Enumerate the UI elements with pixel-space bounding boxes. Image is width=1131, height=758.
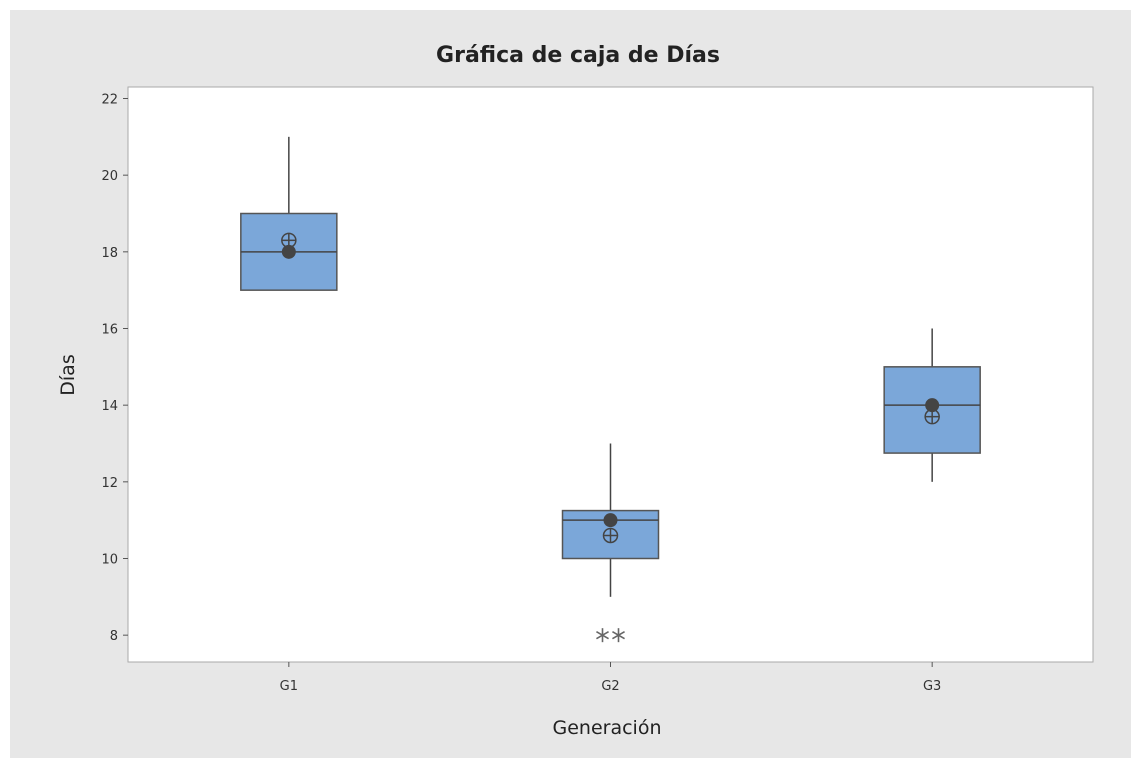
outlier-stroke xyxy=(612,630,625,640)
x-tick-label: G1 xyxy=(280,679,298,694)
y-axis-label: Días xyxy=(57,354,79,395)
median-marker xyxy=(603,513,618,528)
box-series xyxy=(240,136,981,643)
boxplot-chart: Gráfica de caja de Días 810121416182022 … xyxy=(57,43,1094,739)
y-tick-label: 18 xyxy=(101,246,118,261)
y-tick-label: 16 xyxy=(101,323,118,338)
x-tick-label: G2 xyxy=(601,679,619,694)
x-tick-label: G3 xyxy=(923,679,941,694)
box-G2 xyxy=(561,443,660,643)
x-axis: G1 G2 G3 xyxy=(280,662,941,694)
median-marker xyxy=(925,398,940,413)
y-tick-label: 10 xyxy=(101,553,118,568)
y-axis: 8 10 12 14 16 18 20 22 xyxy=(101,93,128,644)
x-axis-label: Generación xyxy=(553,717,662,739)
outlier-point xyxy=(596,628,609,643)
chart-title: Gráfica de caja de Días xyxy=(436,43,720,68)
y-tick-label: 14 xyxy=(101,399,118,414)
outlier-stroke xyxy=(596,630,609,640)
median-marker xyxy=(281,244,296,259)
y-tick-label: 20 xyxy=(101,169,118,184)
outlier-point xyxy=(612,628,625,643)
box-G1 xyxy=(240,136,338,291)
chart-figure: Gráfica de caja de Días 8 10 12 14 16 18 20 22 … xyxy=(10,10,1131,758)
y-tick-label: 22 xyxy=(101,93,118,108)
y-tick-label: 12 xyxy=(101,476,118,491)
y-tick-label: 8 xyxy=(110,629,118,644)
box-G3 xyxy=(883,328,981,482)
